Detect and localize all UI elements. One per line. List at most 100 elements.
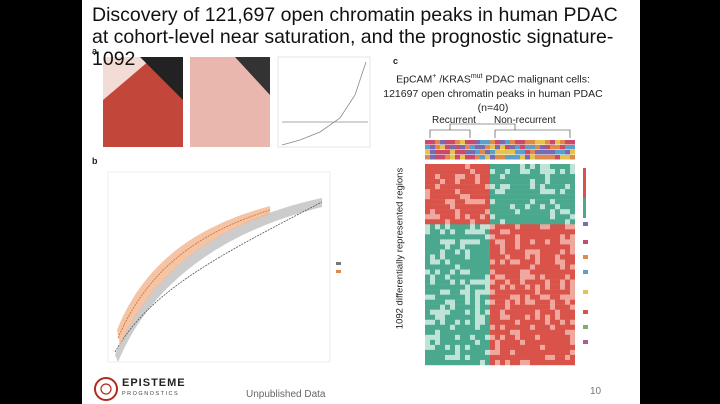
heatmap-cell <box>460 299 465 305</box>
annotation-cell <box>550 150 555 155</box>
heatmap-cell <box>510 224 515 230</box>
heatmap-cell <box>555 184 560 190</box>
heatmap-cell <box>545 184 550 190</box>
annotation-cell <box>545 150 550 155</box>
heatmap-cell <box>570 274 575 280</box>
heatmap-cell <box>475 294 480 300</box>
heatmap-cell <box>495 209 500 215</box>
annotation-cell <box>535 145 540 150</box>
heatmap-cell <box>440 339 445 346</box>
annotation-cell <box>435 150 440 155</box>
heatmap-cell <box>495 289 500 295</box>
heatmap-cell <box>445 224 450 230</box>
heatmap-cell <box>440 294 445 300</box>
heatmap-cell <box>540 204 545 210</box>
heatmap-cell <box>565 264 570 270</box>
heatmap-cell <box>530 239 535 245</box>
heatmap-cell <box>510 174 515 180</box>
heatmap-cell <box>515 249 520 255</box>
heatmap-cell <box>530 359 535 366</box>
heatmap-cell <box>495 334 500 341</box>
heatmap-cell <box>425 329 430 336</box>
heatmap-cell <box>470 199 475 205</box>
heatmap-cell <box>525 214 530 220</box>
heatmap-cell <box>535 189 540 195</box>
heatmap-cell <box>570 174 575 180</box>
heatmap-cell <box>465 319 470 325</box>
heatmap-cell <box>565 184 570 190</box>
heatmap-cell <box>480 254 485 260</box>
heatmap-cell <box>555 349 560 356</box>
heatmap-cell <box>570 244 575 250</box>
heatmap-cell <box>435 279 440 285</box>
heatmap-cell <box>435 259 440 265</box>
heatmap-cell <box>545 229 550 235</box>
heatmap-cell <box>485 274 490 280</box>
heatmap-cell <box>545 349 550 356</box>
heatmap-cell <box>495 184 500 190</box>
annotation-cell <box>430 145 435 150</box>
heatmap-cell <box>500 274 505 280</box>
heatmap-cell <box>500 339 505 346</box>
heatmap-cell <box>530 254 535 260</box>
heatmap-cell <box>550 299 555 305</box>
heatmap-cell <box>520 219 525 225</box>
heatmap-cell <box>510 209 515 215</box>
heatmap-cell <box>510 344 515 351</box>
heatmap-cell <box>530 329 535 336</box>
heatmap-cell <box>525 269 530 275</box>
annotation-cell <box>535 150 540 155</box>
heatmap-cell <box>440 334 445 341</box>
heatmap-cell <box>550 279 555 285</box>
heatmap-cell <box>545 289 550 295</box>
heatmap-cell <box>545 309 550 315</box>
heatmap-cell <box>455 349 460 356</box>
heatmap-cell <box>515 289 520 295</box>
heatmap-cell <box>500 204 505 210</box>
heatmap-cell <box>545 269 550 275</box>
heatmap-cell <box>495 244 500 250</box>
heatmap-cell <box>465 169 470 175</box>
panel-label: a <box>92 46 98 56</box>
heatmap-cell <box>525 299 530 305</box>
heatmap-cell <box>505 314 510 320</box>
heatmap-cell <box>570 199 575 205</box>
heatmap-cell <box>435 179 440 185</box>
annotation-cell <box>525 155 530 160</box>
heatmap-cell <box>440 264 445 270</box>
heatmap-cell <box>455 249 460 255</box>
heatmap-cell <box>565 194 570 200</box>
heatmap-cell <box>540 169 545 175</box>
heatmap-cell <box>565 234 570 240</box>
heatmap-cell <box>475 209 480 215</box>
heatmap-cell <box>505 344 510 351</box>
heatmap-cell <box>450 354 455 361</box>
heatmap-cell <box>515 354 520 361</box>
heatmap-cell <box>500 189 505 195</box>
annotation-cell <box>440 155 445 160</box>
heatmap-cell <box>495 309 500 315</box>
heatmap-cell <box>485 304 490 310</box>
heatmap-cell <box>455 239 460 245</box>
heatmap-cell <box>470 164 475 170</box>
heatmap-cell <box>425 214 430 220</box>
heatmap-cell <box>565 359 570 366</box>
annotation-cell <box>505 155 510 160</box>
heatmap-cell <box>500 209 505 215</box>
heatmap-cell <box>550 249 555 255</box>
heatmap-cell <box>430 189 435 195</box>
heatmap-cell <box>455 344 460 351</box>
annotation-cell <box>490 145 495 150</box>
heatmap-cell <box>480 224 485 230</box>
heatmap-cell <box>565 214 570 220</box>
heatmap-cell <box>510 244 515 250</box>
heatmap-cell <box>505 239 510 245</box>
group-label: Non-recurrent <box>494 115 556 126</box>
heatmap-cell <box>540 164 545 170</box>
heatmap-cell <box>555 199 560 205</box>
heatmap-cell <box>440 349 445 356</box>
heatmap-cell <box>545 224 550 230</box>
heatmap-cell <box>440 284 445 290</box>
heatmap-cell <box>445 194 450 200</box>
heatmap-cell <box>500 334 505 341</box>
